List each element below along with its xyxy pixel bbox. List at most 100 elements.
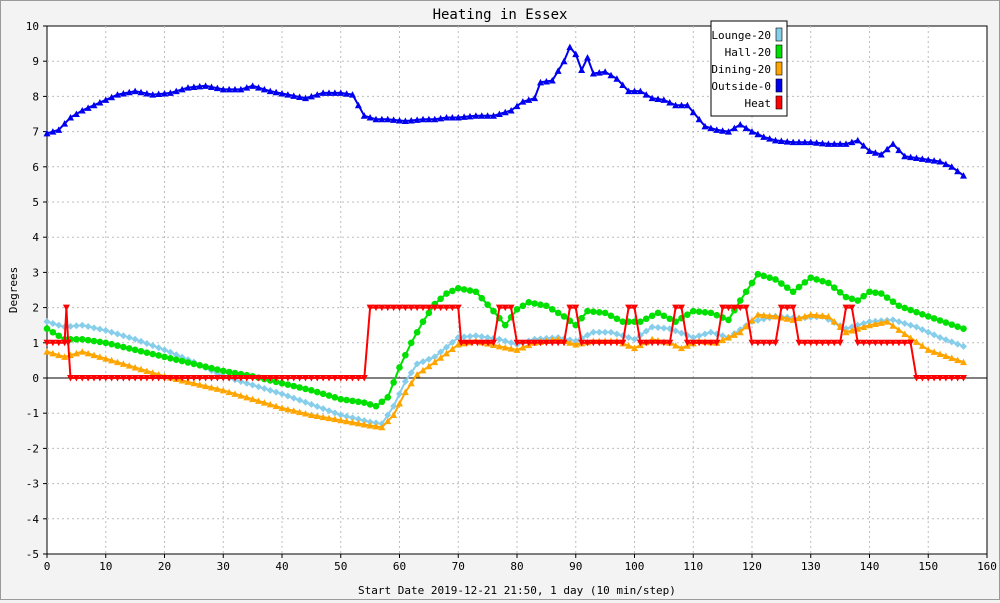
- data-point-heat: [413, 304, 421, 312]
- data-point-heat: [102, 375, 110, 382]
- data-point-lounge-20: [407, 369, 415, 377]
- data-point-dining-20: [349, 418, 356, 426]
- data-point-outside-0: [907, 153, 915, 161]
- data-point-dining-20: [883, 318, 891, 325]
- data-point-heat: [819, 339, 826, 347]
- data-point-lounge-20: [425, 355, 433, 363]
- data-point-dining-20: [437, 354, 445, 361]
- data-point-outside-0: [801, 138, 809, 146]
- data-point-lounge-20: [102, 326, 110, 334]
- data-point-heat: [860, 339, 868, 347]
- data-point-heat: [907, 339, 915, 347]
- data-point-dining-20: [942, 352, 950, 359]
- data-point-hall-20: [877, 290, 885, 297]
- data-point-heat: [672, 304, 680, 312]
- data-point-hall-20: [478, 294, 486, 302]
- data-point-heat: [719, 304, 727, 312]
- data-point-lounge-20: [942, 336, 950, 344]
- data-point-hall-20: [355, 398, 362, 406]
- data-point-heat: [954, 375, 962, 382]
- data-point-outside-0: [830, 140, 838, 147]
- data-point-hall-20: [108, 340, 115, 348]
- data-point-heat: [114, 375, 121, 382]
- x-tick-label: 50: [334, 560, 347, 573]
- data-point-heat: [948, 375, 956, 382]
- data-point-lounge-20: [72, 322, 80, 330]
- data-point-hall-20: [155, 352, 162, 359]
- y-tick-label: -5: [26, 548, 39, 561]
- data-point-hall-20: [308, 387, 315, 394]
- data-point-hall-20: [889, 298, 897, 306]
- data-point-outside-0: [354, 101, 362, 109]
- data-point-dining-20: [114, 358, 121, 366]
- data-point-heat: [425, 304, 433, 312]
- data-point-hall-20: [114, 342, 121, 349]
- data-point-heat: [584, 339, 591, 347]
- data-point-heat: [542, 339, 550, 347]
- data-point-dining-20: [343, 417, 351, 425]
- data-point-dining-20: [331, 415, 339, 423]
- data-point-hall-20: [519, 302, 527, 310]
- data-point-dining-20: [219, 386, 227, 394]
- y-tick-label: 1: [32, 337, 39, 350]
- data-point-hall-20: [396, 364, 403, 371]
- data-point-hall-20: [472, 288, 480, 296]
- data-point-outside-0: [302, 94, 309, 102]
- data-point-dining-20: [889, 322, 897, 329]
- data-point-dining-20: [866, 321, 873, 329]
- data-point-hall-20: [789, 288, 797, 296]
- data-point-heat: [525, 339, 533, 347]
- data-point-outside-0: [695, 115, 703, 123]
- data-point-dining-20: [871, 320, 879, 328]
- data-point-hall-20: [848, 295, 856, 303]
- legend-label-heat: Heat: [745, 97, 772, 110]
- data-point-lounge-20: [108, 328, 116, 336]
- data-point-lounge-20: [401, 378, 409, 386]
- data-point-hall-20: [78, 335, 86, 343]
- data-point-lounge-20: [290, 394, 298, 402]
- legend-label-lounge-20: Lounge-20: [711, 29, 771, 42]
- data-point-hall-20: [360, 399, 368, 406]
- data-point-heat: [184, 375, 192, 382]
- data-point-heat: [871, 339, 879, 347]
- data-point-hall-20: [413, 328, 421, 336]
- data-point-outside-0: [554, 67, 562, 74]
- data-point-lounge-20: [260, 385, 268, 393]
- data-point-outside-0: [519, 98, 527, 105]
- data-point-lounge-20: [337, 411, 345, 419]
- data-point-dining-20: [725, 334, 732, 341]
- data-point-heat: [783, 304, 791, 312]
- data-point-heat: [813, 339, 821, 347]
- data-point-outside-0: [766, 135, 774, 142]
- data-point-lounge-20: [936, 334, 944, 342]
- data-point-lounge-20: [631, 335, 638, 343]
- data-point-outside-0: [478, 112, 486, 119]
- data-point-hall-20: [754, 270, 762, 278]
- data-point-outside-0: [836, 140, 844, 147]
- data-point-hall-20: [466, 287, 474, 294]
- data-point-outside-0: [237, 85, 245, 93]
- data-point-heat: [143, 375, 151, 382]
- data-point-hall-20: [454, 284, 462, 292]
- data-point-heat: [836, 339, 844, 347]
- data-point-hall-20: [378, 398, 386, 406]
- data-point-lounge-20: [501, 337, 509, 345]
- data-point-outside-0: [484, 112, 492, 119]
- data-point-lounge-20: [707, 328, 715, 336]
- data-point-dining-20: [748, 317, 756, 324]
- data-point-heat: [78, 375, 86, 382]
- data-point-outside-0: [601, 68, 609, 75]
- data-point-heat: [208, 375, 215, 382]
- data-point-heat: [866, 339, 873, 347]
- x-tick-label: 0: [44, 560, 51, 573]
- data-point-lounge-20: [78, 321, 86, 329]
- data-point-hall-20: [284, 381, 292, 388]
- data-point-outside-0: [625, 87, 633, 95]
- data-point-heat: [484, 339, 492, 347]
- data-point-outside-0: [466, 112, 474, 120]
- data-point-heat: [313, 375, 321, 382]
- data-point-dining-20: [249, 395, 257, 403]
- data-point-dining-20: [213, 385, 221, 392]
- data-point-hall-20: [660, 312, 668, 320]
